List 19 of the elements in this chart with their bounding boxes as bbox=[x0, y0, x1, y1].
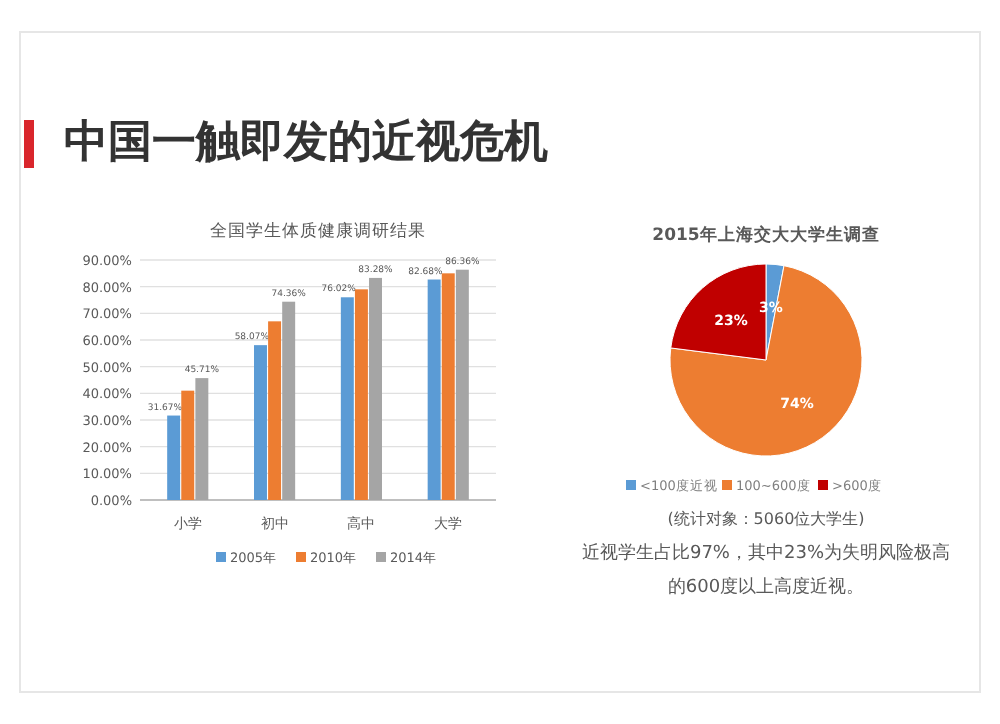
pie-slice bbox=[669, 265, 863, 457]
bar bbox=[195, 378, 209, 500]
bar bbox=[282, 301, 296, 500]
chart-title: 全国学生体质健康调研结果 bbox=[210, 220, 426, 242]
text: 的600度以上高度近视。 bbox=[667, 576, 865, 598]
bar bbox=[254, 345, 267, 500]
text: 中国一触即发的近视危机 bbox=[64, 118, 548, 168]
bar bbox=[167, 415, 181, 500]
text: 近视学生占比97%，其中23%为失明风险极高 bbox=[581, 542, 951, 564]
bar bbox=[354, 289, 368, 500]
bar bbox=[455, 269, 469, 500]
bar bbox=[268, 321, 282, 500]
text: (统计对象：5060位大学生) bbox=[667, 510, 865, 528]
bar bbox=[369, 277, 382, 500]
bar bbox=[441, 273, 455, 500]
bar bbox=[340, 297, 354, 500]
chart-title: 2015年上海交大大学生调查 bbox=[652, 224, 880, 246]
bar bbox=[181, 390, 195, 500]
bar bbox=[427, 279, 441, 500]
